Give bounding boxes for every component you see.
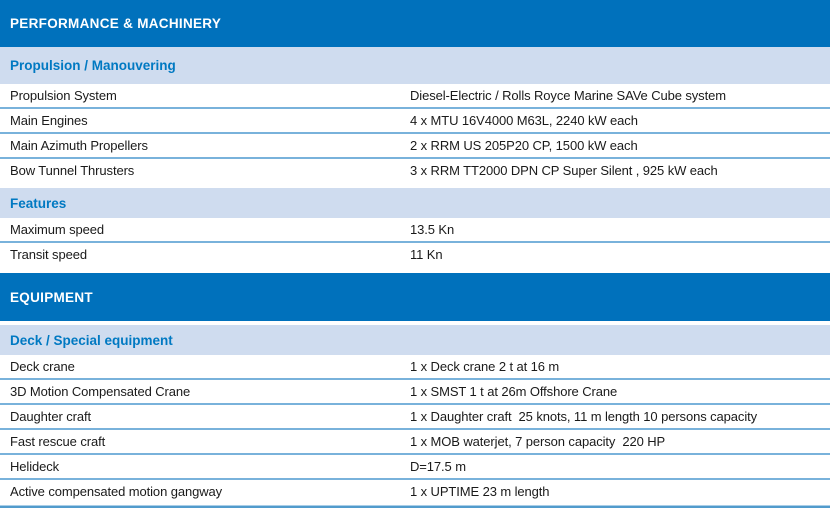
section-header-equipment: EQUIPMENT [0,273,830,321]
section-header-equipment-label: EQUIPMENT [10,289,93,305]
row-label: 3D Motion Compensated Crane [10,384,191,399]
subsection-header-features-label: Features [10,195,67,211]
spec-row-main-engines: Main Engines 4 x MTU 16V4000 M63L, 2240 … [0,109,830,134]
subsection-header-propulsion-manouvering-label: Propulsion / Manouvering [10,58,176,73]
row-label: Daughter craft [10,409,91,424]
spec-row-maximum-speed: Maximum speed 13.5 Kn [0,218,830,243]
row-value: 1 x Daughter craft 25 knots, 11 m length… [410,409,758,424]
row-value: 3 x RRM TT2000 DPN CP Super Silent , 925… [410,163,718,178]
section-header-performance-machinery-label: PERFORMANCE & MACHINERY [10,16,222,31]
row-label: Helideck [10,459,60,474]
spec-row-propulsion-system: Propulsion System Diesel-Electric / Roll… [0,84,830,109]
row-value: 13.5 Kn [410,222,455,237]
row-value: 1 x Deck crane 2 t at 16 m [410,359,560,374]
row-label: Active compensated motion gangway [10,484,223,499]
row-value: Diesel-Electric / Rolls Royce Marine SAV… [410,88,726,103]
spec-row-bow-tunnel-thrusters: Bow Tunnel Thrusters 3 x RRM TT2000 DPN … [0,159,830,184]
spec-row-helideck: Helideck D=17.5 m [0,455,830,480]
row-label: Maximum speed [10,222,105,237]
table-bottom-border [0,505,830,508]
spec-row-deck-crane: Deck crane 1 x Deck crane 2 t at 16 m [0,355,830,380]
subsection-header-features: Features [0,188,830,218]
row-value: D=17.5 m [410,459,466,474]
spec-row-3d-motion-compensated-crane: 3D Motion Compensated Crane 1 x SMST 1 t… [0,380,830,405]
row-label: Fast rescue craft [10,434,106,449]
row-label: Main Azimuth Propellers [10,138,148,153]
spec-row-transit-speed: Transit speed 11 Kn [0,243,830,268]
row-label: Bow Tunnel Thrusters [10,163,135,178]
subsection-header-deck-special-equipment: Deck / Special equipment [0,325,830,355]
row-value: 1 x UPTIME 23 m length [410,484,550,499]
row-label: Transit speed [10,247,87,262]
row-label: Propulsion System [10,88,117,103]
subsection-header-deck-special-equipment-label: Deck / Special equipment [10,332,173,348]
spec-row-main-azimuth-propellers: Main Azimuth Propellers 2 x RRM US 205P2… [0,134,830,159]
row-label: Main Engines [10,113,88,128]
section-header-performance-machinery: PERFORMANCE & MACHINERY [0,0,830,47]
row-value: 4 x MTU 16V4000 M63L, 2240 kW each [410,113,638,128]
row-value: 1 x SMST 1 t at 26m Offshore Crane [410,384,618,399]
row-value: 11 Kn [410,247,443,262]
spec-row-fast-rescue-craft: Fast rescue craft 1 x MOB waterjet, 7 pe… [0,430,830,455]
spec-row-active-compensated-motion-gangway: Active compensated motion gangway 1 x UP… [0,480,830,505]
row-value: 2 x RRM US 205P20 CP, 1500 kW each [410,138,638,153]
spec-row-daughter-craft: Daughter craft 1 x Daughter craft 25 kno… [0,405,830,430]
row-label: Deck crane [10,359,75,374]
subsection-header-propulsion-manouvering: Propulsion / Manouvering [0,47,830,84]
row-value: 1 x MOB waterjet, 7 person capacity 220 … [410,434,666,449]
